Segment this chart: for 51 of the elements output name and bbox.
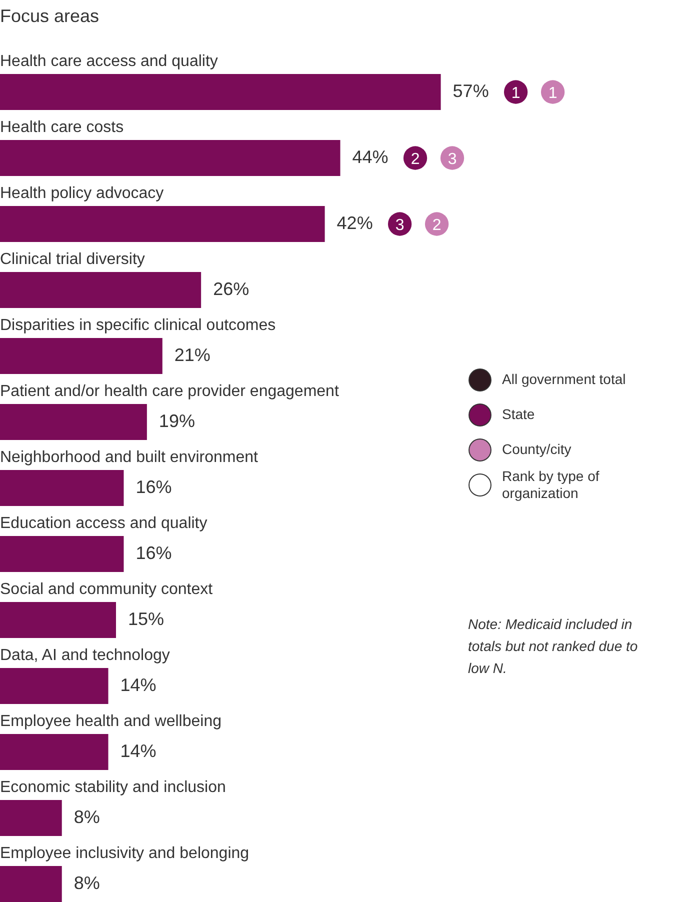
data-label: 42%	[336, 213, 373, 233]
y-tick-label: Employee inclusivity and belonging	[0, 845, 250, 862]
bar	[0, 536, 124, 572]
bar	[0, 140, 340, 176]
legend-label: County/city	[502, 441, 572, 457]
chart-title: Focus areas	[0, 6, 100, 26]
y-tick-label: Health policy advocacy	[0, 185, 164, 202]
legend-label: State	[502, 406, 535, 422]
data-label: 26%	[213, 279, 250, 299]
data-label: 15%	[128, 609, 164, 629]
data-label: 57%	[452, 81, 489, 101]
y-tick-label: Patient and/or health care provider engagement	[0, 383, 340, 400]
y-tick-label: Economic stability and inclusion	[0, 779, 226, 796]
y-tick-label: Education access and quality	[0, 515, 208, 532]
data-label: 44%	[352, 147, 388, 167]
y-tick-label: Neighborhood and built environment	[0, 449, 259, 466]
bar	[0, 272, 202, 308]
bar	[0, 404, 147, 440]
text: 1	[548, 85, 558, 102]
bar	[0, 800, 62, 836]
y-tick-label: Clinical trial diversity	[0, 251, 145, 268]
legend-label: Rank by type of organization	[502, 468, 600, 501]
bar	[0, 866, 62, 902]
data-label: 8%	[74, 873, 100, 893]
data-label: 16%	[136, 543, 172, 563]
text: 3	[395, 217, 404, 234]
text: 2	[410, 151, 420, 168]
text: 3	[448, 151, 457, 168]
data-label: 21%	[174, 345, 210, 365]
text: 1	[511, 85, 520, 102]
y-tick-label: Data, AI and technology	[0, 647, 170, 664]
bar	[0, 470, 124, 506]
bar	[0, 74, 441, 110]
y-tick-label: Social and community context	[0, 581, 214, 598]
bar	[0, 668, 108, 704]
annotation: Note: Medicaid included in totals but not ranked due to low N.	[468, 616, 638, 676]
y-tick-label: Health care access and quality	[0, 53, 218, 70]
y-tick-label: Employee health and wellbeing	[0, 713, 222, 730]
data-label: 16%	[136, 477, 172, 497]
data-label: 8%	[74, 807, 100, 827]
data-label: 14%	[120, 675, 156, 695]
bar	[0, 338, 162, 374]
legend-label: All government total	[502, 371, 626, 387]
y-tick-label: Health care costs	[0, 119, 124, 136]
y-tick-label: Disparities in specific clinical outcomes	[0, 317, 276, 334]
bar	[0, 602, 116, 638]
bar	[0, 206, 325, 242]
data-label: 14%	[120, 741, 156, 761]
bar	[0, 734, 108, 770]
text: 2	[432, 217, 442, 234]
data-label: 19%	[158, 411, 195, 431]
